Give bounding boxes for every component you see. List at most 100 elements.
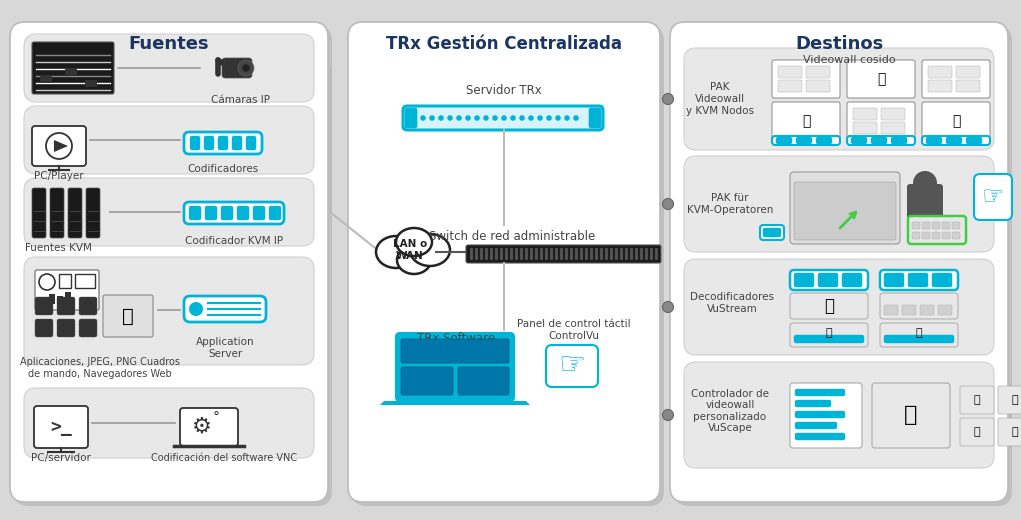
FancyBboxPatch shape xyxy=(922,102,990,140)
FancyBboxPatch shape xyxy=(403,106,603,130)
FancyBboxPatch shape xyxy=(763,228,781,237)
Circle shape xyxy=(663,410,674,421)
FancyBboxPatch shape xyxy=(974,174,1012,220)
FancyBboxPatch shape xyxy=(880,293,958,319)
FancyBboxPatch shape xyxy=(790,383,862,448)
FancyBboxPatch shape xyxy=(25,178,314,246)
FancyBboxPatch shape xyxy=(942,222,950,229)
FancyBboxPatch shape xyxy=(253,206,265,220)
Circle shape xyxy=(510,115,516,121)
FancyBboxPatch shape xyxy=(794,273,814,287)
FancyBboxPatch shape xyxy=(204,136,214,150)
FancyBboxPatch shape xyxy=(480,248,483,260)
FancyBboxPatch shape xyxy=(32,126,86,166)
FancyBboxPatch shape xyxy=(505,248,508,260)
Circle shape xyxy=(546,115,551,121)
FancyBboxPatch shape xyxy=(952,222,960,229)
FancyBboxPatch shape xyxy=(932,273,952,287)
FancyBboxPatch shape xyxy=(545,248,548,260)
FancyBboxPatch shape xyxy=(790,270,868,290)
Text: Destinos: Destinos xyxy=(795,35,883,53)
FancyBboxPatch shape xyxy=(850,137,867,144)
FancyBboxPatch shape xyxy=(966,137,982,144)
Bar xyxy=(75,274,95,288)
Circle shape xyxy=(466,115,471,121)
FancyBboxPatch shape xyxy=(57,297,75,315)
FancyBboxPatch shape xyxy=(470,248,473,260)
Polygon shape xyxy=(380,401,530,405)
FancyBboxPatch shape xyxy=(998,418,1021,446)
FancyBboxPatch shape xyxy=(237,206,249,220)
Circle shape xyxy=(483,115,489,121)
Text: Panel de control táctil
ControlVu: Panel de control táctil ControlVu xyxy=(518,319,631,341)
FancyBboxPatch shape xyxy=(190,136,200,150)
Circle shape xyxy=(663,94,674,105)
FancyBboxPatch shape xyxy=(184,296,266,322)
FancyBboxPatch shape xyxy=(103,295,153,337)
FancyBboxPatch shape xyxy=(946,137,962,144)
FancyBboxPatch shape xyxy=(222,58,252,78)
Text: Codificación del software VNC: Codificación del software VNC xyxy=(151,453,297,463)
FancyBboxPatch shape xyxy=(884,305,898,315)
FancyBboxPatch shape xyxy=(246,136,256,150)
Text: Cámaras IP: Cámaras IP xyxy=(210,95,270,105)
FancyBboxPatch shape xyxy=(590,248,593,260)
FancyBboxPatch shape xyxy=(778,66,803,78)
FancyBboxPatch shape xyxy=(550,248,553,260)
Circle shape xyxy=(189,302,203,316)
Text: 🌍: 🌍 xyxy=(824,297,834,315)
FancyBboxPatch shape xyxy=(684,362,994,468)
Text: ☞: ☞ xyxy=(982,185,1005,209)
FancyBboxPatch shape xyxy=(922,232,930,239)
Text: 📷: 📷 xyxy=(1012,427,1018,437)
FancyBboxPatch shape xyxy=(189,206,201,220)
FancyBboxPatch shape xyxy=(68,188,82,238)
FancyBboxPatch shape xyxy=(847,136,915,145)
Circle shape xyxy=(421,115,426,121)
FancyBboxPatch shape xyxy=(796,137,812,144)
Bar xyxy=(65,292,71,304)
FancyBboxPatch shape xyxy=(932,222,940,229)
Circle shape xyxy=(438,115,444,121)
FancyBboxPatch shape xyxy=(790,323,868,347)
FancyBboxPatch shape xyxy=(475,248,478,260)
Circle shape xyxy=(456,115,461,121)
FancyBboxPatch shape xyxy=(884,335,954,343)
FancyBboxPatch shape xyxy=(620,248,623,260)
FancyBboxPatch shape xyxy=(795,433,845,440)
FancyBboxPatch shape xyxy=(920,305,934,315)
FancyBboxPatch shape xyxy=(589,108,601,128)
FancyBboxPatch shape xyxy=(952,232,960,239)
FancyBboxPatch shape xyxy=(466,245,661,263)
FancyBboxPatch shape xyxy=(495,248,498,260)
Text: 🌍: 🌍 xyxy=(905,405,918,425)
FancyBboxPatch shape xyxy=(655,248,658,260)
Text: TRx Software: TRx Software xyxy=(417,332,495,344)
FancyBboxPatch shape xyxy=(205,206,217,220)
Circle shape xyxy=(501,115,506,121)
FancyBboxPatch shape xyxy=(912,222,920,229)
FancyBboxPatch shape xyxy=(610,248,613,260)
FancyBboxPatch shape xyxy=(922,222,930,229)
FancyBboxPatch shape xyxy=(998,386,1021,414)
Circle shape xyxy=(663,199,674,210)
Text: Codificadores: Codificadores xyxy=(188,164,258,174)
FancyBboxPatch shape xyxy=(853,108,877,120)
Text: °: ° xyxy=(212,411,220,425)
FancyBboxPatch shape xyxy=(881,108,905,120)
FancyBboxPatch shape xyxy=(670,22,1008,502)
FancyBboxPatch shape xyxy=(640,248,643,260)
FancyBboxPatch shape xyxy=(585,248,588,260)
FancyBboxPatch shape xyxy=(25,106,314,174)
FancyBboxPatch shape xyxy=(790,293,868,319)
FancyBboxPatch shape xyxy=(776,137,792,144)
FancyBboxPatch shape xyxy=(778,80,803,92)
FancyBboxPatch shape xyxy=(184,202,284,224)
FancyBboxPatch shape xyxy=(872,383,950,448)
FancyBboxPatch shape xyxy=(605,248,607,260)
FancyBboxPatch shape xyxy=(926,137,942,144)
FancyBboxPatch shape xyxy=(871,137,887,144)
FancyBboxPatch shape xyxy=(218,136,228,150)
FancyBboxPatch shape xyxy=(772,136,840,145)
Text: 🌍: 🌍 xyxy=(952,114,960,128)
